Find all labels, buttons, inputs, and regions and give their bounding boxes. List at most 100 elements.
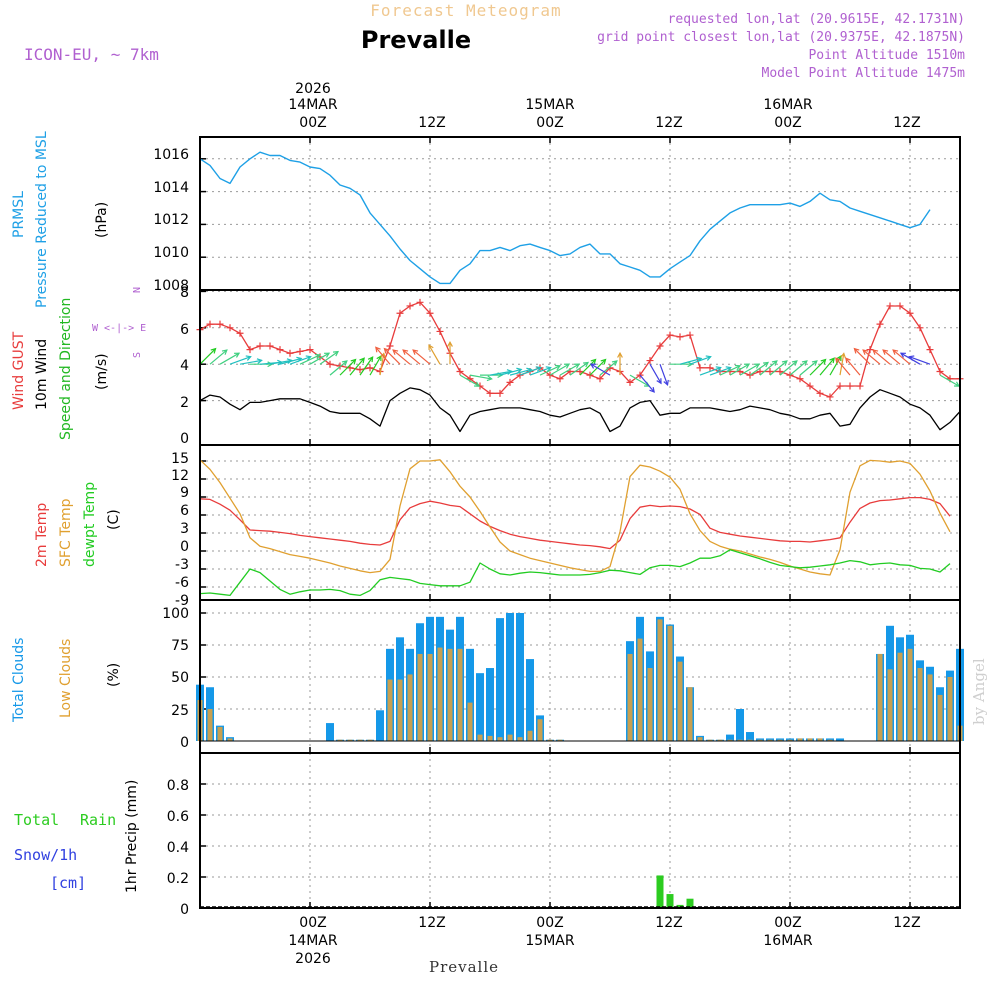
- gust-marker: [306, 346, 314, 354]
- gust-marker: [696, 364, 704, 372]
- wind-arrow-head: [872, 349, 879, 355]
- bottom-hour-label: 00Z: [536, 915, 563, 931]
- wind-direction-arrow: [412, 349, 431, 365]
- precip-y-ticks: 0.8 0.6 0.4 0.2 0: [167, 778, 189, 918]
- gust-marker: [846, 382, 854, 390]
- gust-marker: [606, 364, 614, 372]
- low-cloud-bar: [447, 648, 453, 741]
- wind-direction-arrow: [379, 353, 385, 376]
- wind-arrow-head: [715, 366, 722, 372]
- y-tick-label: 2: [180, 395, 189, 411]
- low-cloud-bar: [707, 739, 713, 741]
- gust-marker: [396, 309, 404, 317]
- sfc-temp-label: SFC Temp: [58, 498, 74, 567]
- wind-direction-arrow: [509, 368, 532, 376]
- wind-direction-arrow: [789, 360, 808, 376]
- total-cloud-bar: [516, 613, 524, 741]
- y-tick-label: -3: [175, 557, 189, 573]
- low-cloud-bar: [817, 738, 823, 741]
- wind-direction-arrow: [679, 357, 702, 365]
- wind-direction-arrow: [639, 374, 655, 393]
- gust-marker: [806, 382, 814, 390]
- y-tick-label: 0: [180, 539, 189, 555]
- wind-direction-arrow: [872, 349, 891, 365]
- wind-arrow-head: [447, 340, 453, 347]
- wind-arrow-head: [589, 363, 596, 369]
- y-tick-label: 0.4: [167, 840, 189, 856]
- y-tick-label: 50: [171, 670, 189, 686]
- cloud-y-ticks: 100 75 50 25 0: [162, 606, 189, 751]
- gust-marker: [756, 367, 764, 375]
- wind-arrow-head: [791, 360, 798, 366]
- wind-speed-line: [199, 387, 961, 433]
- wind-arrow-head: [600, 358, 607, 365]
- gust-marker: [366, 364, 374, 372]
- wind-arrow-head: [486, 375, 493, 382]
- low-cloud-bar: [637, 638, 643, 741]
- gust-marker: [416, 298, 424, 306]
- gust-marker: [426, 309, 434, 317]
- temp-y-ticks: 15 12 9 6 3 0 -3 -6 -9: [171, 451, 189, 609]
- low-cloud-bar: [917, 668, 923, 741]
- low-cloud-bar: [697, 737, 703, 741]
- gust-marker: [766, 367, 774, 375]
- y-tick-label: 3: [180, 521, 189, 537]
- wind-arrow-head: [829, 357, 835, 364]
- wind-direction-arrow: [819, 357, 835, 376]
- wind-arrow-head: [663, 379, 669, 387]
- gust-marker: [626, 378, 634, 386]
- low-cloud-bar: [507, 734, 513, 741]
- wind-direction-arrow: [319, 351, 339, 365]
- bottom-time-axis: 00Z 14MAR 2026 12Z 00Z 15MAR 12Z 00Z 16M…: [288, 915, 920, 976]
- wind-arrow-head: [392, 349, 399, 355]
- wind-arrow-head: [845, 357, 851, 364]
- y-tick-label: 0: [180, 431, 189, 447]
- wind-arrow-head: [367, 356, 374, 363]
- wind-arrow-head: [428, 344, 434, 351]
- wind-arrow-head: [324, 352, 331, 358]
- wind-arrow-head: [564, 363, 571, 369]
- wind-arrow-head: [862, 349, 869, 355]
- wind-direction-arrow: [589, 359, 606, 376]
- y-tick-label: 1016: [153, 147, 189, 163]
- temp-panel-labels: 2m Temp SFC Temp dewpt Temp (C): [34, 482, 122, 567]
- gust-marker: [266, 342, 274, 350]
- wind-arrow-head: [545, 366, 552, 372]
- requested-coords: requested lon,lat (20.9615E, 42.1731N): [668, 12, 965, 27]
- low-cloud-bar: [427, 653, 433, 741]
- low-cloud-bar: [747, 739, 753, 741]
- low-cloud-bar: [497, 737, 503, 741]
- wind-direction-arrow: [799, 360, 818, 376]
- gust-marker: [916, 324, 924, 332]
- low-cloud-bar: [927, 674, 933, 741]
- wind-direction-arrow: [862, 349, 881, 365]
- wind-direction-arrow: [569, 362, 589, 376]
- pressure-msl-label: Pressure Reduced to MSL: [34, 131, 50, 308]
- wind-direction-arrow: [882, 349, 901, 365]
- gust-marker: [866, 346, 874, 354]
- wind-direction-arrow: [649, 363, 662, 384]
- wind-arrow-head: [899, 352, 906, 358]
- wind-arrow-head: [820, 358, 827, 365]
- watermark: by Angel: [970, 658, 988, 725]
- wind-direction-arrow: [239, 359, 262, 365]
- wind-direction-arrow: [229, 356, 251, 365]
- wind-direction-arrow: [892, 349, 911, 365]
- bottom-hour-label: 12Z: [893, 915, 920, 931]
- dewpt-line: [199, 549, 951, 597]
- y-tick-label: 8: [180, 285, 189, 301]
- wind-direction-arrow: [199, 348, 216, 365]
- low-cloud-bar: [417, 653, 423, 741]
- wind-arrow-head: [801, 360, 808, 366]
- wind-direction-arrow: [499, 368, 522, 376]
- frame-layer: [199, 136, 961, 909]
- wind-arrow-head: [359, 357, 365, 364]
- gust-marker: [326, 360, 334, 368]
- gust-marker: [226, 324, 234, 332]
- y-tick-label: 1008: [153, 278, 189, 294]
- low-cloud-bar: [947, 677, 953, 741]
- panel-frame: [199, 752, 961, 909]
- wind-arrow-head: [305, 355, 312, 361]
- gust-marker: [936, 367, 944, 375]
- bottom-year-label: 2026: [295, 951, 331, 967]
